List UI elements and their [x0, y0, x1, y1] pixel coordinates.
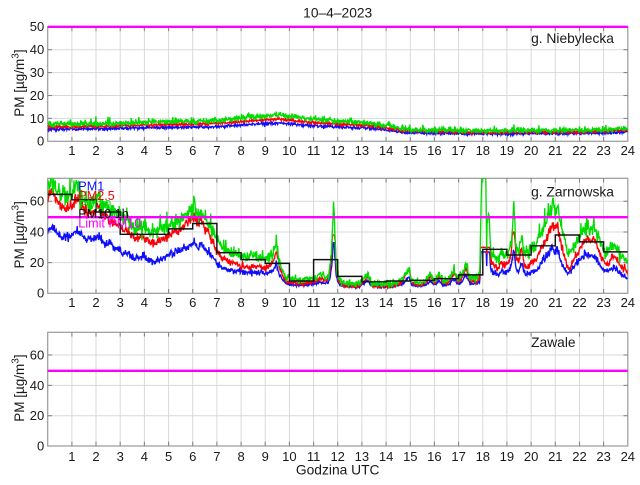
- svg-text:7: 7: [213, 449, 220, 464]
- svg-text:PM [µg/m3]: PM [µg/m3]: [11, 354, 28, 421]
- svg-text:17: 17: [451, 143, 465, 158]
- svg-text:14: 14: [379, 449, 393, 464]
- svg-text:10: 10: [30, 111, 44, 126]
- svg-text:g. Zarnowska: g. Zarnowska: [531, 185, 614, 200]
- svg-text:PM [µg/m3]: PM [µg/m3]: [11, 49, 28, 116]
- svg-text:6: 6: [189, 143, 196, 158]
- svg-text:19: 19: [500, 449, 514, 464]
- svg-text:0: 0: [37, 134, 44, 149]
- svg-text:4: 4: [141, 449, 148, 464]
- svg-text:18: 18: [476, 143, 490, 158]
- svg-text:22: 22: [572, 449, 586, 464]
- svg-text:1: 1: [68, 449, 75, 464]
- svg-text:50: 50: [30, 19, 44, 34]
- svg-text:12: 12: [330, 143, 344, 158]
- svg-text:0: 0: [37, 438, 44, 453]
- svg-text:11: 11: [307, 449, 321, 464]
- svg-text:15: 15: [403, 143, 417, 158]
- svg-text:24: 24: [621, 143, 635, 158]
- svg-text:10: 10: [282, 449, 296, 464]
- svg-text:21: 21: [548, 449, 562, 464]
- svg-text:Zawale: Zawale: [531, 335, 576, 350]
- svg-text:2: 2: [92, 143, 99, 158]
- svg-text:24: 24: [621, 449, 635, 464]
- svg-text:1: 1: [68, 143, 75, 158]
- svg-text:19: 19: [500, 295, 514, 310]
- svg-text:24: 24: [621, 295, 635, 310]
- svg-text:10: 10: [282, 295, 296, 310]
- svg-text:8: 8: [237, 143, 244, 158]
- svg-text:21: 21: [548, 143, 562, 158]
- svg-text:18: 18: [476, 295, 490, 310]
- svg-text:30: 30: [30, 65, 44, 80]
- svg-text:16: 16: [427, 449, 441, 464]
- svg-text:40: 40: [30, 378, 44, 393]
- svg-text:23: 23: [596, 449, 610, 464]
- svg-text:17: 17: [451, 449, 465, 464]
- svg-text:16: 16: [427, 295, 441, 310]
- svg-text:20: 20: [30, 88, 44, 103]
- svg-text:4: 4: [141, 295, 148, 310]
- svg-text:5: 5: [165, 143, 172, 158]
- svg-text:2: 2: [92, 449, 99, 464]
- svg-text:12: 12: [330, 295, 344, 310]
- svg-text:9: 9: [262, 143, 269, 158]
- svg-text:20: 20: [524, 449, 538, 464]
- svg-text:23: 23: [596, 143, 610, 158]
- svg-text:40: 40: [30, 224, 44, 239]
- svg-text:13: 13: [355, 295, 369, 310]
- svg-text:40: 40: [30, 42, 44, 57]
- svg-text:3: 3: [117, 143, 124, 158]
- svg-text:6: 6: [189, 449, 196, 464]
- svg-text:20: 20: [30, 408, 44, 423]
- svg-text:9: 9: [262, 449, 269, 464]
- svg-text:22: 22: [572, 143, 586, 158]
- svg-text:20: 20: [524, 295, 538, 310]
- svg-text:10–4–2023: 10–4–2023: [303, 6, 372, 21]
- svg-text:23: 23: [596, 295, 610, 310]
- svg-text:16: 16: [427, 143, 441, 158]
- svg-text:5: 5: [165, 295, 172, 310]
- svg-text:11: 11: [307, 143, 321, 158]
- svg-text:15: 15: [403, 449, 417, 464]
- svg-text:5: 5: [165, 449, 172, 464]
- svg-text:0: 0: [37, 286, 44, 301]
- svg-text:7: 7: [213, 295, 220, 310]
- svg-text:Limit PM10: Limit PM10: [78, 216, 141, 230]
- svg-text:20: 20: [30, 255, 44, 270]
- svg-text:8: 8: [237, 449, 244, 464]
- svg-text:4: 4: [141, 143, 148, 158]
- svg-text:9: 9: [262, 295, 269, 310]
- svg-text:PM10 1h: PM10 1h: [78, 207, 128, 221]
- svg-text:2: 2: [92, 295, 99, 310]
- svg-text:11: 11: [307, 295, 321, 310]
- svg-text:7: 7: [213, 143, 220, 158]
- svg-text:60: 60: [30, 347, 44, 362]
- svg-text:8: 8: [237, 295, 244, 310]
- svg-text:3: 3: [117, 295, 124, 310]
- svg-text:22: 22: [572, 295, 586, 310]
- svg-text:3: 3: [117, 449, 124, 464]
- svg-text:PM [µg/m3]: PM [µg/m3]: [11, 201, 28, 268]
- svg-text:60: 60: [30, 194, 44, 209]
- svg-text:12: 12: [330, 449, 344, 464]
- svg-text:14: 14: [379, 143, 393, 158]
- svg-text:g. Niebylecka: g. Niebylecka: [531, 31, 614, 46]
- svg-text:14: 14: [379, 295, 393, 310]
- svg-text:Godzina UTC: Godzina UTC: [296, 463, 380, 478]
- svg-text:21: 21: [548, 295, 562, 310]
- svg-text:6: 6: [189, 295, 196, 310]
- svg-text:19: 19: [500, 143, 514, 158]
- svg-text:18: 18: [476, 449, 490, 464]
- svg-text:PM1: PM1: [78, 180, 104, 194]
- svg-text:13: 13: [355, 143, 369, 158]
- svg-text:1: 1: [68, 295, 75, 310]
- svg-text:10: 10: [282, 143, 296, 158]
- svg-text:13: 13: [355, 449, 369, 464]
- svg-text:PM2.5: PM2.5: [78, 189, 114, 203]
- svg-text:15: 15: [403, 295, 417, 310]
- svg-text:17: 17: [451, 295, 465, 310]
- svg-text:20: 20: [524, 143, 538, 158]
- svg-text:PM10: PM10: [78, 198, 111, 212]
